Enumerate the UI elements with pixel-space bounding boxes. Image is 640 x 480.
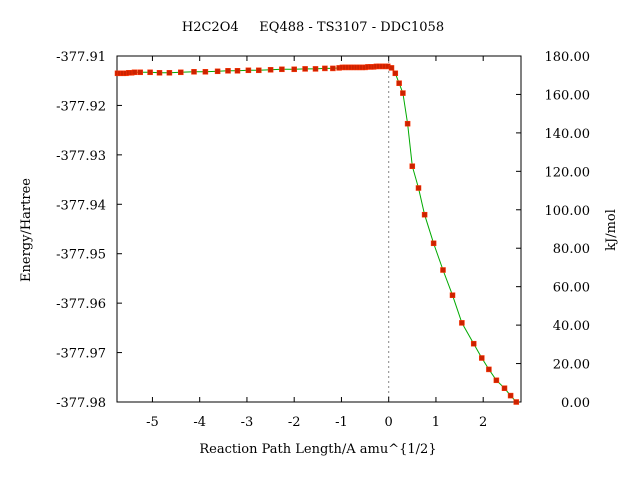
- y2-tick-label: 20.00: [553, 358, 590, 373]
- x-tick-label: 2: [479, 415, 487, 430]
- data-point: [302, 66, 308, 72]
- data-point: [147, 69, 153, 76]
- y-axis-left: -377.98 -377.97 -377.96 -377.95 -377.94 -377.…: [56, 50, 122, 411]
- x-tick-label: -3: [241, 415, 254, 430]
- data-point: [396, 80, 402, 86]
- data-point: [156, 70, 163, 76]
- data-point: [202, 69, 209, 75]
- y-tick-label: -377.98: [56, 396, 106, 411]
- data-point: [493, 377, 500, 384]
- data-point: [312, 66, 319, 72]
- y2-tick-label: 60.00: [553, 281, 590, 296]
- data-point: [191, 69, 197, 75]
- data-point: [479, 355, 485, 361]
- data-point: [415, 185, 422, 191]
- y-tick-label: -377.91: [56, 50, 106, 65]
- y-tick-label: -377.95: [56, 248, 106, 263]
- x-tick-label: -1: [335, 415, 348, 430]
- data-point: [279, 66, 285, 73]
- x-tick-label: -2: [288, 415, 301, 430]
- data-point: [440, 267, 446, 273]
- data-point: [291, 66, 297, 73]
- data-point: [507, 392, 514, 399]
- x-tick-label: -4: [193, 415, 206, 430]
- data-point: [267, 67, 274, 73]
- data-point: [400, 90, 406, 96]
- x-tick-label: 1: [432, 415, 440, 430]
- data-point: [486, 366, 492, 373]
- y-tick-label: -377.93: [56, 149, 106, 164]
- data-point: [330, 65, 336, 72]
- data-point: [245, 67, 252, 74]
- y-tick-label: -377.92: [56, 99, 106, 114]
- y2-tick-label: 180.00: [545, 50, 591, 65]
- y-tick-label: -377.97: [56, 347, 106, 362]
- y-axis-right: 0.00 20.00 40.00 60.00 80.00 100.00 120.00 140.…: [516, 50, 590, 411]
- plot-frame: [116, 55, 522, 403]
- x-tick-label: -5: [146, 415, 159, 430]
- data-point: [470, 340, 477, 347]
- x-tick-label: 0: [385, 415, 393, 430]
- data-point: [404, 120, 411, 127]
- data-point: [421, 211, 428, 218]
- data-point: [322, 65, 328, 72]
- data-point: [214, 68, 221, 75]
- energy-curve: [117, 65, 517, 403]
- data-point: [256, 67, 262, 74]
- y-tick-label: -377.96: [56, 297, 106, 312]
- energy-points: [114, 63, 520, 405]
- data-point: [392, 70, 399, 77]
- data-point: [513, 399, 520, 405]
- x-axis: -5 -4 -3 -2 -1 0 1 2: [146, 56, 487, 430]
- data-point: [166, 70, 173, 76]
- data-point: [409, 163, 416, 169]
- data-point: [137, 69, 143, 76]
- data-point: [449, 292, 456, 298]
- y2-axis-label: kJ/mol: [604, 209, 619, 251]
- data-point: [501, 385, 508, 391]
- data-point: [388, 65, 395, 71]
- y2-tick-label: 160.00: [545, 88, 591, 103]
- y2-tick-label: 140.00: [545, 127, 591, 142]
- y-tick-label: -377.94: [56, 198, 106, 213]
- data-point: [131, 69, 138, 76]
- y-axis-label: Energy/Hartree: [19, 178, 34, 282]
- y2-tick-label: 0.00: [561, 396, 590, 411]
- data-point: [459, 320, 465, 326]
- y2-tick-label: 40.00: [553, 319, 590, 334]
- data-point: [178, 69, 184, 76]
- y2-tick-label: 100.00: [545, 204, 591, 219]
- x-axis-label: Reaction Path Length/A amu^{1/2}: [199, 442, 436, 457]
- y2-tick-label: 120.00: [545, 165, 591, 180]
- data-point: [234, 68, 241, 74]
- y2-tick-label: 80.00: [553, 242, 590, 257]
- data-point: [430, 240, 437, 247]
- data-point: [225, 68, 231, 74]
- chart-title: H2C2O4 EQ488 - TS3107 - DDC1058: [182, 20, 444, 35]
